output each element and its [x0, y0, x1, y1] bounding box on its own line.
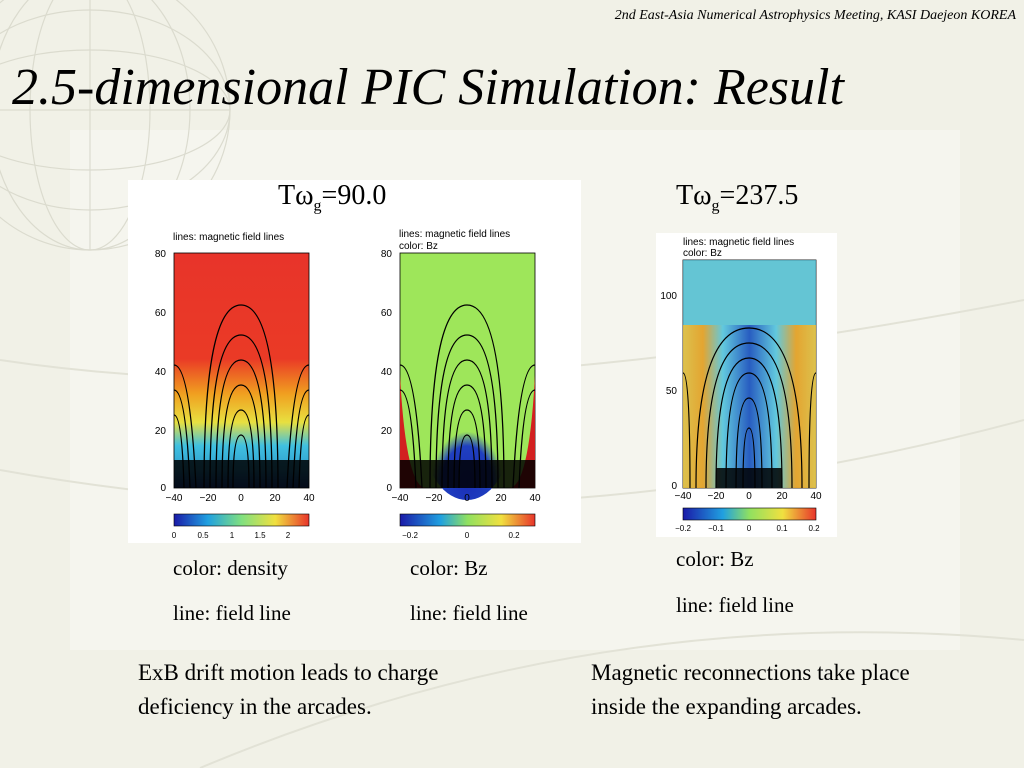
cbar-tick: −0.2 [402, 531, 418, 540]
time-value: =90.0 [321, 180, 387, 211]
xtick: −40 [166, 493, 183, 504]
xtick: 0 [746, 491, 752, 502]
time-prefix: Tω [278, 180, 314, 211]
xtick: 0 [238, 493, 244, 504]
caption-2-line: line: field line [410, 601, 528, 625]
xtick: 40 [529, 493, 541, 504]
cbar-tick: 1 [230, 531, 235, 540]
caption-3-color: color: Bz [676, 547, 754, 571]
xtick: −20 [200, 493, 217, 504]
paragraph-line: Magnetic reconnections take place [591, 660, 910, 685]
xtick: 40 [303, 493, 315, 504]
ytick: 20 [381, 426, 393, 437]
paragraph-line: inside the expanding arcades. [591, 694, 862, 719]
cbar-tick: 0.1 [776, 524, 788, 533]
right-time-label: Tωg=237.5 [676, 180, 798, 216]
caption-1-color: color: density [173, 556, 288, 580]
cbar-tick: −0.1 [708, 524, 724, 533]
xtick: 0 [464, 493, 470, 504]
ytick: 20 [155, 426, 167, 437]
time-sub: g [313, 197, 322, 215]
ytick: 40 [381, 367, 393, 378]
ytick: 50 [666, 386, 678, 397]
slide-title: 2.5-dimensional PIC Simulation: Result [12, 59, 844, 116]
time-sub: g [711, 197, 720, 215]
cbar-tick: 2 [286, 531, 291, 540]
cbar-tick: 1.5 [254, 531, 266, 540]
cbar-tick: 0.2 [508, 531, 520, 540]
ytick: 80 [381, 249, 393, 260]
ytick: 0 [386, 483, 392, 494]
ytick: 0 [160, 483, 166, 494]
cbar-tick: 0.2 [808, 524, 820, 533]
bz-plot-early: lines: magnetic field lines color: Bz 80… [381, 229, 541, 540]
cbar-tick: 0 [747, 524, 752, 533]
xtick: −40 [675, 491, 692, 502]
caption-1-line: line: field line [173, 601, 291, 625]
plot-label: lines: magnetic field lines [173, 232, 284, 243]
paragraph-line: ExB drift motion leads to charge [138, 660, 439, 685]
caption-3-line: line: field line [676, 593, 794, 617]
left-time-label: Tωg=90.0 [278, 180, 386, 216]
ytick: 60 [381, 308, 393, 319]
plot-label-2: color: Bz [399, 241, 438, 252]
ytick: 100 [660, 291, 677, 302]
bz-plot-late: lines: magnetic field lines color: Bz 10… [660, 237, 822, 533]
time-prefix: Tω [676, 180, 712, 211]
left-paragraph: ExB drift motion leads to charge deficie… [138, 656, 438, 724]
xtick: −20 [708, 491, 725, 502]
plot-label: lines: magnetic field lines [399, 229, 510, 240]
ytick: 0 [671, 481, 677, 492]
plot-label-2: color: Bz [683, 248, 722, 259]
cbar-tick: 0 [172, 531, 177, 540]
density-plot: lines: magnetic field lines 80 60 40 20 … [155, 232, 315, 540]
ytick: 40 [155, 367, 167, 378]
cbar-tick: −0.2 [675, 524, 691, 533]
plot-label: lines: magnetic field lines [683, 237, 794, 248]
paragraph-line: deficiency in the arcades. [138, 694, 372, 719]
time-value: =237.5 [719, 180, 799, 211]
xtick: 40 [810, 491, 822, 502]
ytick: 80 [155, 249, 167, 260]
xtick: 20 [776, 491, 788, 502]
xtick: 20 [269, 493, 281, 504]
right-paragraph: Magnetic reconnections take place inside… [591, 656, 910, 724]
ytick: 60 [155, 308, 167, 319]
caption-2-color: color: Bz [410, 556, 488, 580]
cbar-tick: 0 [465, 531, 470, 540]
xtick: 20 [495, 493, 507, 504]
xtick: −20 [426, 493, 443, 504]
cbar-tick: 0.5 [197, 531, 209, 540]
xtick: −40 [392, 493, 409, 504]
conference-note: 2nd East-Asia Numerical Astrophysics Mee… [614, 8, 1016, 23]
